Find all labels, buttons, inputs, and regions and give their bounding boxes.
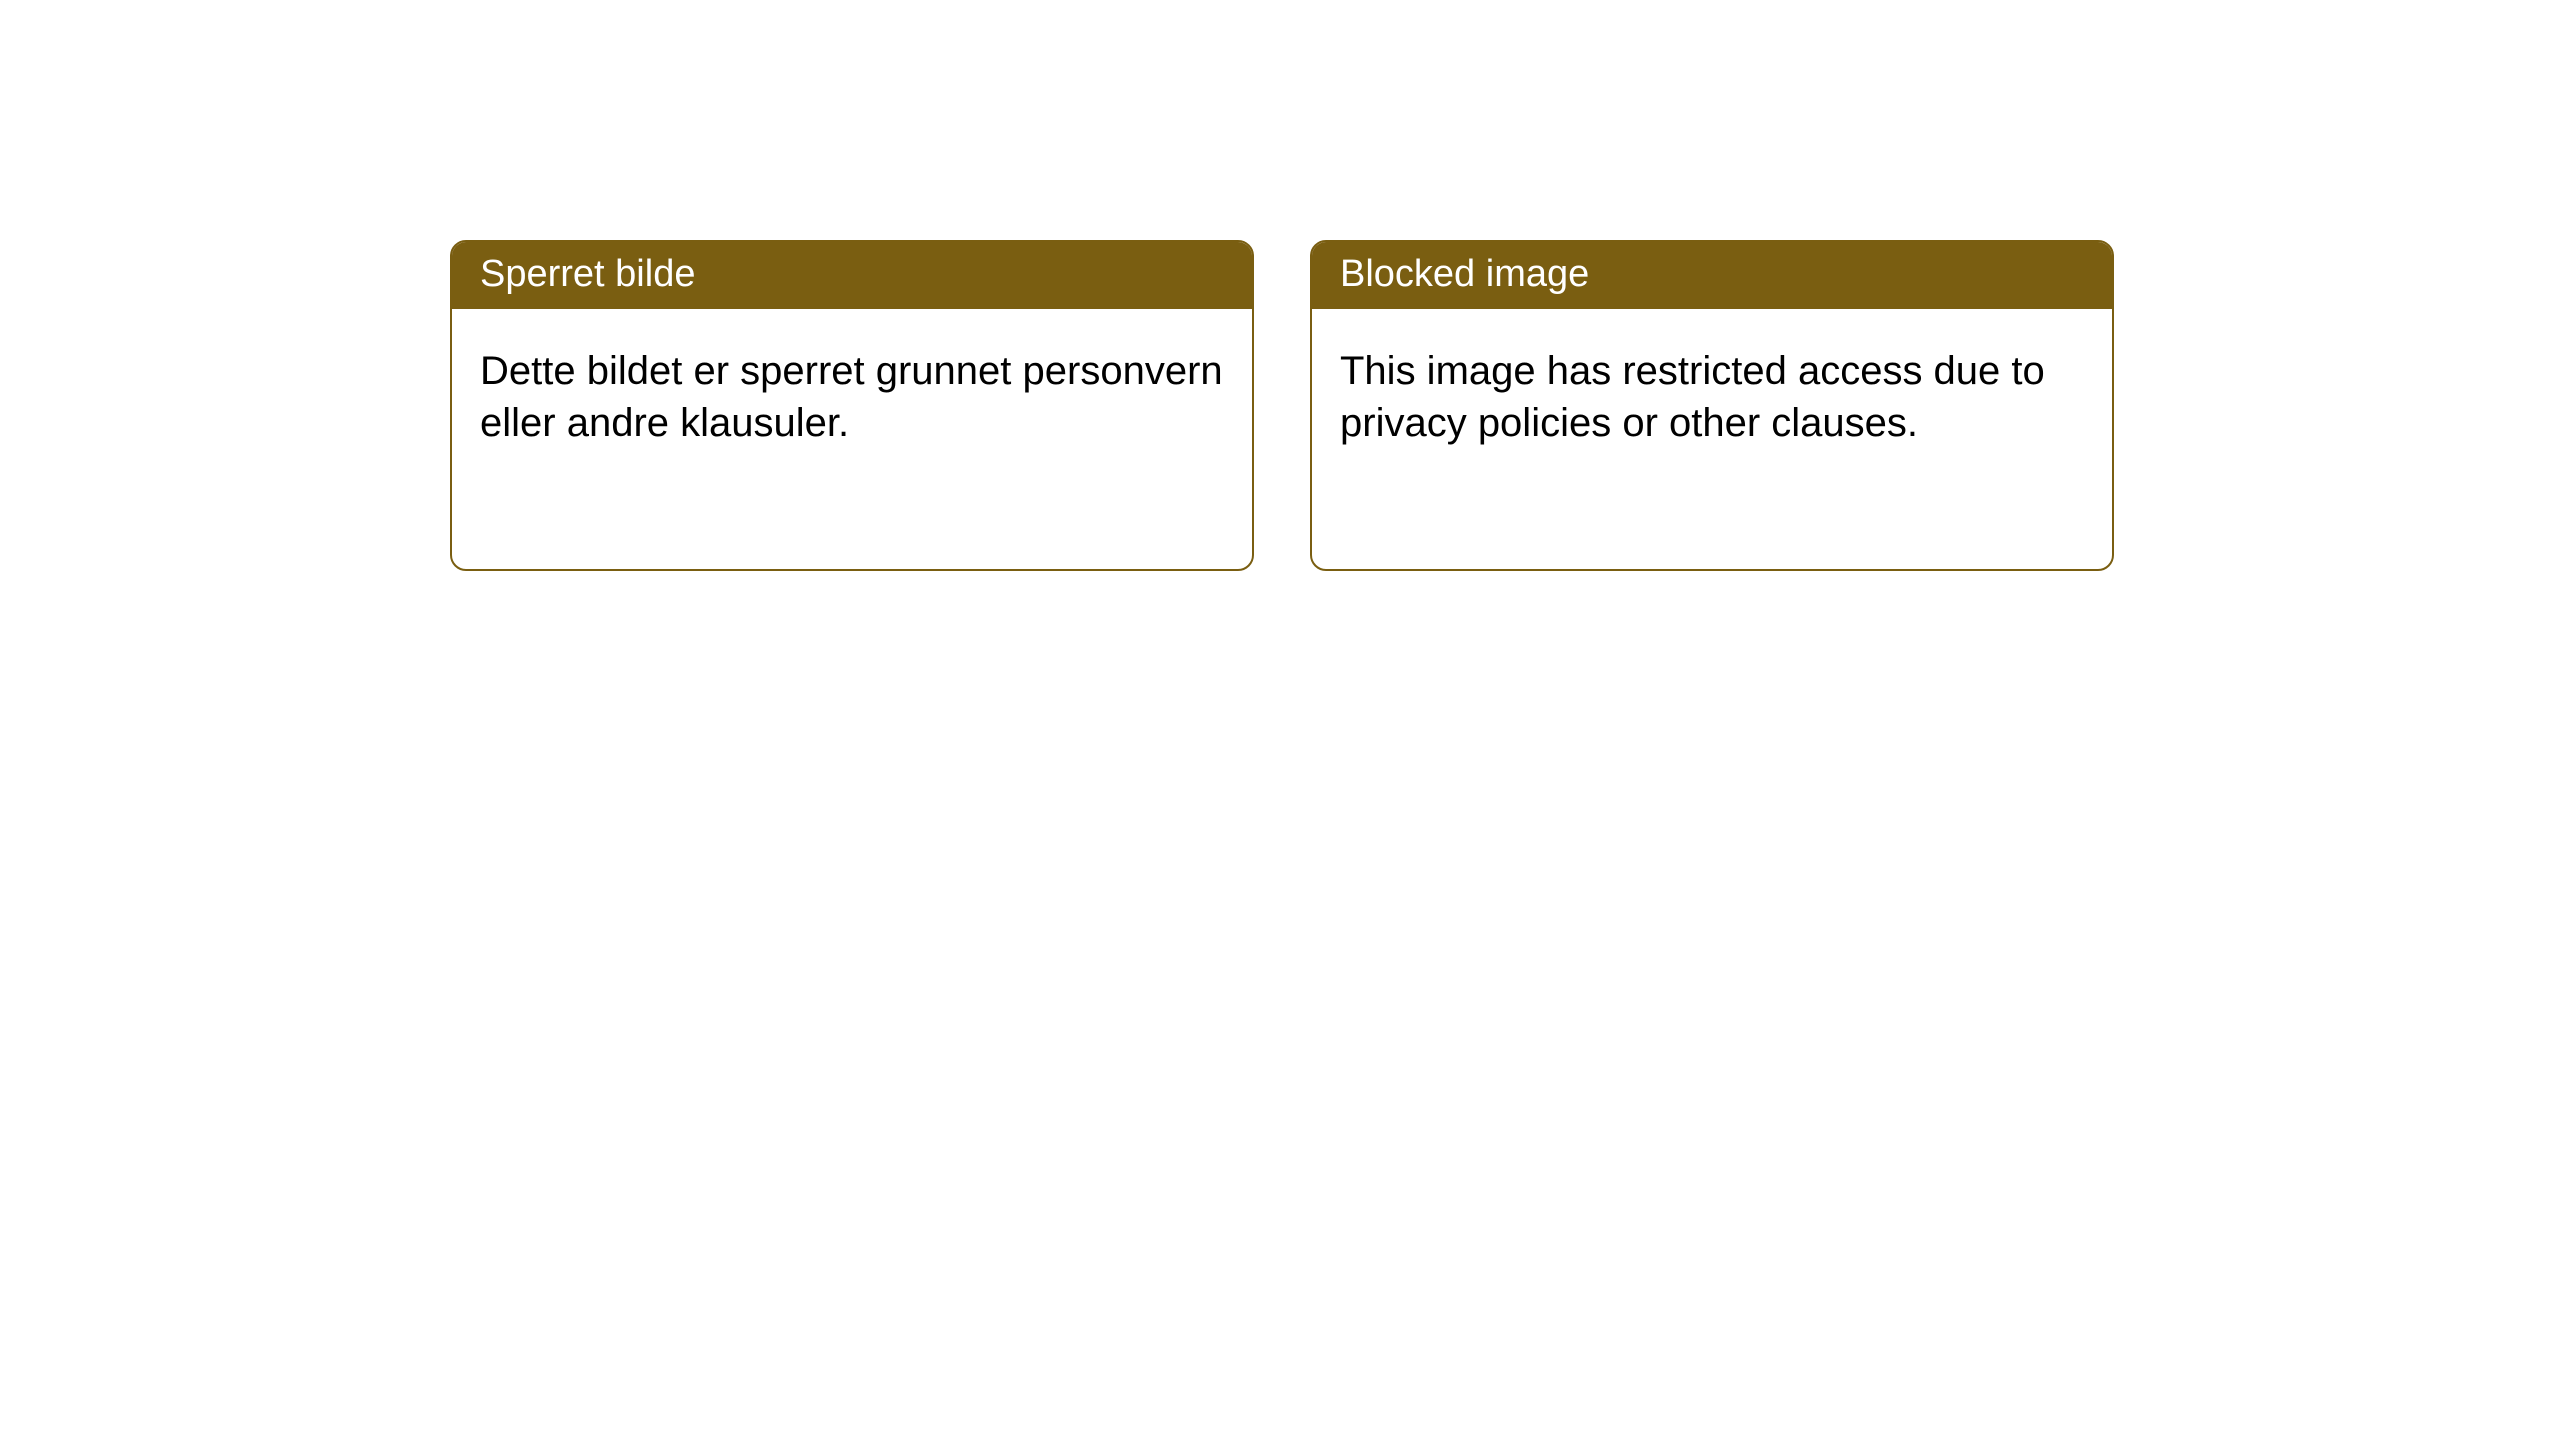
notice-header-en: Blocked image [1312, 242, 2112, 309]
notice-card-en: Blocked image This image has restricted … [1310, 240, 2114, 571]
notice-container: Sperret bilde Dette bildet er sperret gr… [0, 0, 2560, 571]
notice-body-en: This image has restricted access due to … [1312, 309, 2112, 569]
notice-body-no: Dette bildet er sperret grunnet personve… [452, 309, 1252, 569]
notice-header-no: Sperret bilde [452, 242, 1252, 309]
notice-card-no: Sperret bilde Dette bildet er sperret gr… [450, 240, 1254, 571]
